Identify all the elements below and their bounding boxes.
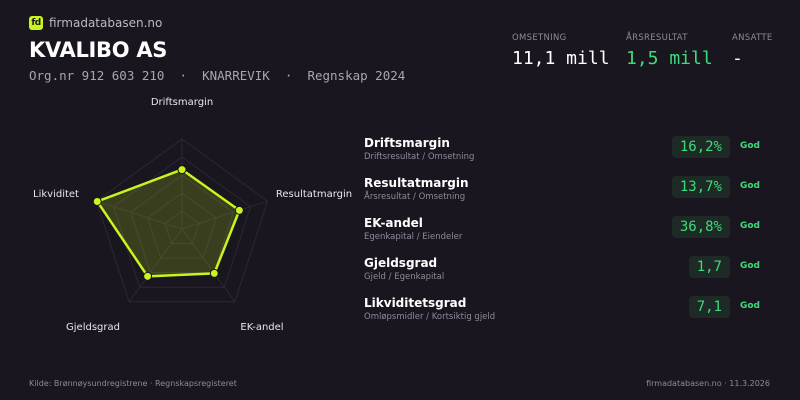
data-point [234, 205, 244, 215]
metric-name: EK-andel [364, 216, 423, 230]
metric-name: Gjeldsgrad [364, 256, 438, 270]
grid-spoke [181, 200, 268, 230]
metric-formula: Gjeld / Egenkapital [364, 272, 445, 282]
status-badge: God [739, 221, 760, 231]
radar-chart: Driftsmargin Resultatmargin EK-andel Gjelds… [33, 97, 352, 333]
grid-ring [164, 210, 200, 245]
company-name: KVALIBO AS [29, 38, 168, 62]
footer-source: Kilde: Brønnøysundregistrene · Regnskaps… [29, 379, 237, 388]
data-point [143, 271, 153, 281]
metric-formula: Driftsresultat / Omsetning [364, 152, 475, 162]
metric-row: Driftsmargin Driftsresultat / Omsetning … [364, 136, 774, 176]
metric-value: 36,8% [671, 216, 730, 238]
axis-label: Resultatmargin [276, 189, 352, 200]
metric-row: Resultatmargin Årsresultat / Omsetning 1… [364, 176, 774, 216]
grid-ring [112, 156, 252, 288]
metric-formula: Årsresultat / Omsetning [364, 192, 466, 202]
axis-label: Likviditet [33, 189, 79, 200]
data-point [177, 165, 187, 175]
metric-name: Resultatmargin [364, 176, 469, 190]
data-area [96, 168, 241, 278]
metric-name: Driftsmargin [364, 136, 450, 150]
axis-label: Gjeldsgrad [66, 322, 120, 333]
grid-ring [130, 174, 234, 274]
status-badge: God [739, 301, 760, 311]
metric-formula: Omløpsmidler / Kortsiktig gjeld [364, 312, 496, 322]
axis-label: EK-andel [240, 322, 283, 333]
grid-spoke [181, 228, 236, 303]
kpi-result: ÅRSRESULTAT 1,5 mill [626, 33, 714, 69]
metric-value: 7,1 [688, 296, 730, 318]
status-badge: God [739, 141, 760, 151]
kpi-employees: ANSATTE - [732, 33, 773, 69]
kpi-value: 1,5 mill [626, 48, 713, 69]
kpi-value: - [732, 48, 743, 69]
grid-spoke [128, 228, 183, 303]
status-badge: God [739, 261, 760, 271]
axis-label: Driftsmargin [151, 97, 213, 108]
metric-row: Gjeldsgrad Gjeld / Egenkapital 1,7 God [364, 256, 774, 296]
footer-site: firmadatabasen.no · 11.3.2026 [646, 379, 770, 388]
metrics-list: Driftsmargin Driftsresultat / Omsetning … [364, 136, 774, 336]
metric-value: 13,7% [671, 176, 730, 198]
logo: fd [29, 16, 43, 30]
brand: fd firmadatabasen.no [29, 16, 162, 30]
grid-ring [95, 138, 269, 303]
metric-name: Likviditetsgrad [364, 296, 467, 310]
metric-formula: Egenkapital / Eiendeler [364, 232, 463, 242]
metric-value: 16,2% [671, 136, 730, 158]
grid-spoke [96, 200, 183, 230]
data-point [92, 196, 102, 206]
company-subtitle: Org.nr 912 603 210 · KNARREVIK · Regnska… [29, 68, 406, 83]
kpi-label: ÅRSRESULTAT [626, 33, 688, 43]
status-badge: God [739, 181, 760, 191]
kpi-value: 11,1 mill [512, 48, 610, 69]
metric-row: Likviditetsgrad Omløpsmidler / Kortsikti… [364, 296, 774, 336]
brand-name: firmadatabasen.no [49, 16, 163, 30]
metric-row: EK-andel Egenkapital / Eiendeler 36,8% G… [364, 216, 774, 256]
kpi-label: ANSATTE [732, 33, 773, 43]
data-point [209, 268, 219, 278]
kpi-group: OMSETNING 11,1 mill ÅRSRESULTAT 1,5 mill… [512, 33, 791, 69]
metric-value: 1,7 [688, 256, 730, 278]
kpi-revenue: OMSETNING 11,1 mill [512, 33, 610, 69]
kpi-label: OMSETNING [512, 33, 567, 43]
grid-ring [147, 192, 217, 259]
